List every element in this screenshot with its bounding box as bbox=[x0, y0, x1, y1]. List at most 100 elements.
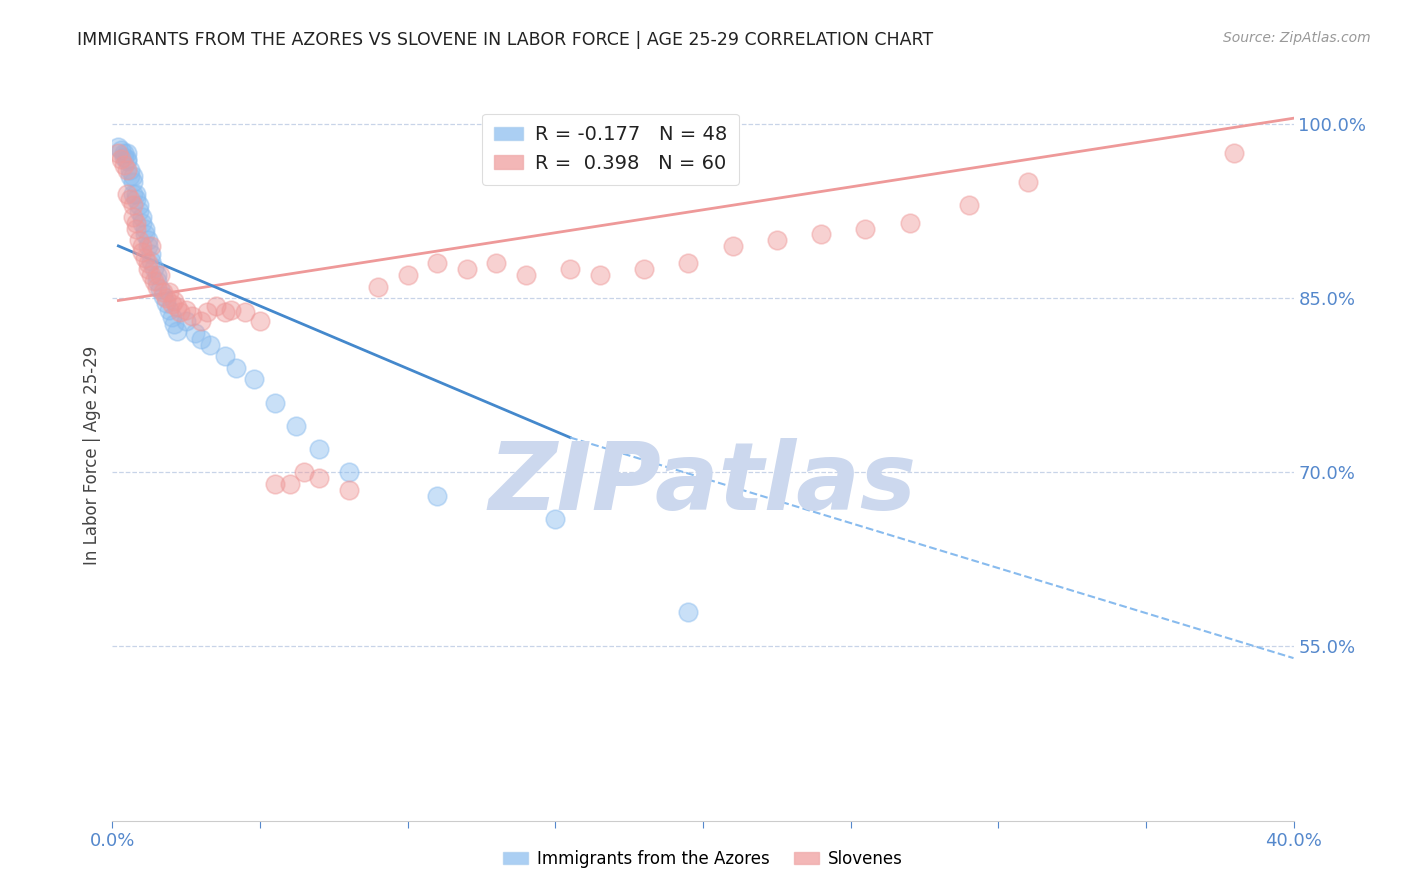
Point bbox=[308, 471, 330, 485]
Point bbox=[678, 256, 700, 270]
Point bbox=[131, 244, 153, 259]
Point bbox=[120, 163, 142, 178]
Point bbox=[146, 268, 169, 282]
Point bbox=[136, 233, 159, 247]
Point bbox=[426, 489, 449, 503]
Point bbox=[1223, 146, 1246, 161]
Point bbox=[122, 198, 145, 212]
Point bbox=[142, 260, 165, 275]
Point bbox=[184, 326, 207, 340]
Point bbox=[337, 466, 360, 480]
Point bbox=[112, 149, 135, 163]
Point bbox=[136, 256, 159, 270]
Point bbox=[149, 268, 172, 282]
Point bbox=[219, 302, 242, 317]
Point bbox=[233, 305, 256, 319]
Point bbox=[426, 256, 449, 270]
Text: ZIPatlas: ZIPatlas bbox=[489, 438, 917, 530]
Point bbox=[139, 239, 162, 253]
Point bbox=[249, 314, 271, 328]
Point bbox=[146, 279, 169, 293]
Point bbox=[264, 395, 287, 409]
Point bbox=[292, 466, 315, 480]
Point bbox=[558, 262, 582, 277]
Point bbox=[160, 310, 183, 324]
Point bbox=[131, 216, 153, 230]
Point bbox=[149, 282, 172, 296]
Point bbox=[205, 299, 228, 313]
Point bbox=[278, 477, 301, 491]
Point bbox=[337, 483, 360, 497]
Point bbox=[157, 285, 180, 300]
Point bbox=[139, 247, 162, 261]
Point bbox=[107, 146, 129, 161]
Point bbox=[155, 291, 177, 305]
Point bbox=[128, 233, 150, 247]
Point bbox=[633, 262, 655, 277]
Point bbox=[122, 210, 145, 224]
Point bbox=[190, 332, 212, 346]
Point bbox=[396, 268, 419, 282]
Point bbox=[678, 605, 700, 619]
Point bbox=[810, 227, 832, 242]
Point bbox=[195, 305, 218, 319]
Point bbox=[198, 337, 221, 351]
Point bbox=[308, 442, 330, 456]
Point bbox=[367, 279, 389, 293]
Point bbox=[225, 360, 247, 375]
Text: Source: ZipAtlas.com: Source: ZipAtlas.com bbox=[1223, 31, 1371, 45]
Point bbox=[243, 372, 266, 386]
Point bbox=[485, 256, 508, 270]
Point bbox=[157, 302, 180, 317]
Point bbox=[122, 169, 145, 184]
Point bbox=[544, 512, 567, 526]
Point bbox=[766, 233, 789, 247]
Point bbox=[112, 146, 135, 161]
Point bbox=[117, 154, 138, 169]
Legend: R = -0.177   N = 48, R =  0.398   N = 60: R = -0.177 N = 48, R = 0.398 N = 60 bbox=[482, 113, 738, 185]
Point bbox=[163, 317, 186, 331]
Point bbox=[139, 268, 162, 282]
Point bbox=[214, 305, 236, 319]
Point bbox=[166, 301, 188, 315]
Point bbox=[721, 239, 744, 253]
Point bbox=[125, 193, 148, 207]
Point bbox=[136, 239, 159, 253]
Point bbox=[169, 305, 191, 319]
Point bbox=[107, 140, 129, 154]
Point bbox=[139, 254, 162, 268]
Point bbox=[515, 268, 537, 282]
Point bbox=[152, 285, 174, 300]
Point bbox=[181, 309, 204, 323]
Point bbox=[855, 221, 877, 235]
Point bbox=[264, 477, 287, 491]
Point bbox=[284, 418, 307, 433]
Point bbox=[1017, 175, 1039, 189]
Point bbox=[122, 175, 145, 189]
Point bbox=[190, 314, 212, 328]
Point bbox=[128, 204, 150, 219]
Point bbox=[120, 193, 142, 207]
Point bbox=[117, 146, 138, 161]
Point bbox=[214, 349, 236, 363]
Point bbox=[174, 314, 197, 328]
Point bbox=[120, 169, 142, 184]
Point bbox=[588, 268, 610, 282]
Point bbox=[146, 274, 169, 288]
Point bbox=[142, 274, 165, 288]
Point bbox=[160, 297, 183, 311]
Y-axis label: In Labor Force | Age 25-29: In Labor Force | Age 25-29 bbox=[83, 345, 101, 565]
Point bbox=[155, 295, 177, 310]
Point bbox=[152, 289, 174, 303]
Text: IMMIGRANTS FROM THE AZORES VS SLOVENE IN LABOR FORCE | AGE 25-29 CORRELATION CHA: IMMIGRANTS FROM THE AZORES VS SLOVENE IN… bbox=[77, 31, 934, 49]
Point bbox=[117, 152, 138, 166]
Point bbox=[110, 152, 132, 166]
Point bbox=[136, 262, 159, 277]
Point bbox=[110, 143, 132, 157]
Point bbox=[166, 324, 188, 338]
Point bbox=[163, 293, 186, 308]
Point bbox=[125, 216, 148, 230]
Point bbox=[128, 198, 150, 212]
Point bbox=[134, 251, 156, 265]
Point bbox=[174, 302, 197, 317]
